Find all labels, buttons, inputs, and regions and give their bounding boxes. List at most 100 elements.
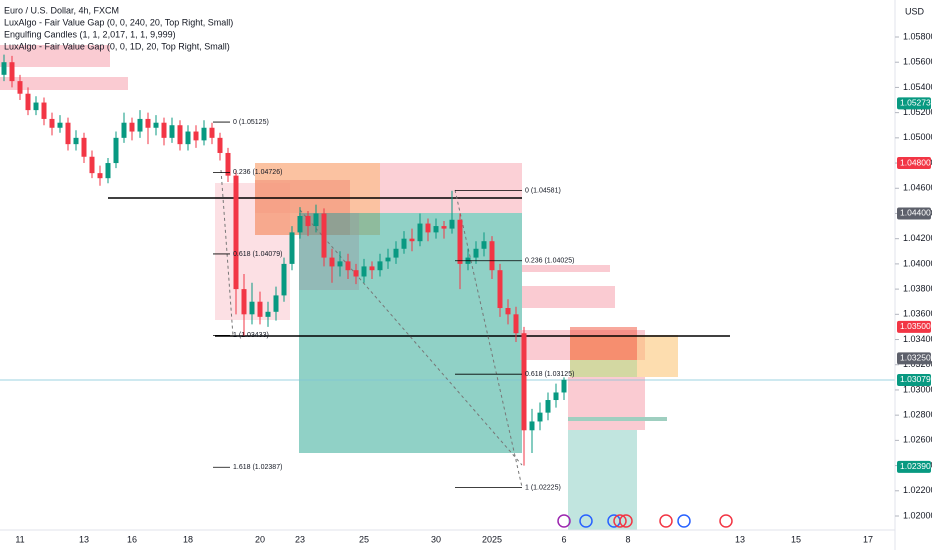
- candle-body: [313, 213, 319, 227]
- candle-body: [97, 173, 103, 179]
- event-icon: [557, 514, 571, 528]
- y-tick-label: 1.02800: [903, 410, 932, 420]
- candle-body: [241, 289, 247, 315]
- trend-line: [454, 189, 523, 488]
- price-tag: [897, 352, 931, 365]
- candle-body: [361, 266, 367, 277]
- y-tick-label: 1.04600: [903, 183, 932, 193]
- candle-body: [89, 156, 95, 174]
- candle-body: [345, 261, 351, 271]
- candle-body: [521, 333, 527, 431]
- x-tick-label: 23: [295, 534, 305, 544]
- candle-body: [377, 261, 383, 271]
- candle-body: [217, 137, 223, 153]
- candle-body: [257, 301, 263, 317]
- candle-body: [409, 238, 415, 242]
- price-tag-label: 1.04400: [900, 208, 931, 218]
- price-tag-label: 1.03250: [900, 353, 931, 363]
- candle-body: [225, 152, 231, 176]
- candle-body: [9, 62, 15, 82]
- y-tick-label: 1.03800: [903, 283, 932, 293]
- fib-label: 0.236 (1.04726): [233, 169, 282, 176]
- y-tick-label: 1.03000: [903, 384, 932, 394]
- candle-body: [553, 392, 559, 401]
- candle-body: [201, 127, 207, 141]
- price-tag-label: 1.04800: [900, 157, 931, 167]
- indicator-label: Engulfing Candles (1, 1, 2,017, 1, 1, 9,…: [4, 29, 176, 39]
- candle-body: [321, 213, 327, 258]
- candle-body: [137, 118, 143, 132]
- candle-body: [249, 301, 255, 315]
- candle-body: [17, 81, 23, 94]
- event-icon: [659, 514, 673, 528]
- candle-body: [497, 270, 503, 309]
- fib-label: 0.618 (1.04079): [233, 251, 282, 258]
- candle-body: [353, 270, 359, 277]
- candle-body: [153, 122, 159, 128]
- candle-body: [305, 215, 311, 227]
- x-tick-label: 2025: [482, 534, 502, 544]
- candle-body: [337, 261, 343, 267]
- y-tick-label: 1.05400: [903, 82, 932, 92]
- y-tick-label: 1.02000: [903, 510, 932, 520]
- y-tick-label: 1.05600: [903, 57, 932, 67]
- x-tick-label: 15: [791, 534, 801, 544]
- candle-body: [457, 219, 463, 264]
- candle-body: [505, 308, 511, 315]
- x-tick-label: 25: [359, 534, 369, 544]
- event-icon: [579, 514, 593, 528]
- price-tag: [897, 157, 931, 170]
- trend-line: [299, 209, 523, 466]
- x-tick-label: 18: [183, 534, 193, 544]
- x-tick-label: 6: [561, 534, 566, 544]
- y-tick-label: 1.03600: [903, 309, 932, 319]
- x-tick-label: 13: [79, 534, 89, 544]
- candle-body: [193, 131, 199, 141]
- fib-label: 0 (1.05125): [233, 119, 269, 126]
- labels: 1.05800 1.05600 1.05400 1.05200 1.05000 1.048…: [15, 31, 932, 544]
- x-tick-label: 8: [625, 534, 630, 544]
- event-icon: [677, 514, 691, 528]
- y-tick-label: 1.05800: [903, 31, 932, 41]
- candle-body: [33, 102, 39, 111]
- candle-body: [489, 241, 495, 271]
- candle-body: [281, 263, 287, 296]
- candle-body: [529, 421, 535, 431]
- stop-zone: [570, 327, 637, 360]
- candle-body: [145, 118, 151, 128]
- fib-label: 0.236 (1.04025): [525, 258, 574, 265]
- candle-body: [401, 238, 407, 249]
- x-tick-label: 17: [863, 534, 873, 544]
- candle-body: [449, 219, 455, 229]
- y-tick-label: 1.04200: [903, 233, 932, 243]
- y-tick-label: 1.05200: [903, 107, 932, 117]
- price-tag: [897, 207, 931, 220]
- candle-body: [481, 241, 487, 249]
- currency-label: USD: [905, 6, 925, 16]
- fvg-box: [522, 286, 615, 308]
- candle-body: [129, 122, 135, 132]
- candle-body: [537, 412, 543, 422]
- candle-body: [385, 257, 391, 262]
- candle-body: [81, 137, 87, 157]
- fib-label: 1 (1.03433): [233, 332, 269, 339]
- price-tag-label: 1.03500: [900, 321, 931, 331]
- candle-body: [433, 226, 439, 233]
- x-tick-label: 20: [255, 534, 265, 544]
- chart-title: Euro / U.S. Dollar, 4h, FXCM: [4, 5, 119, 15]
- target-zone: [299, 213, 522, 453]
- candle-body: [561, 379, 567, 393]
- candle-body: [425, 223, 431, 233]
- candle-body: [73, 137, 79, 145]
- x-tick-label: 11: [15, 534, 24, 544]
- price-tag-label: 1.03079: [900, 374, 931, 384]
- price-tag: [897, 97, 931, 110]
- candle-body: [57, 122, 63, 128]
- candle-body: [329, 257, 335, 267]
- price-tag: [897, 460, 931, 473]
- candle-body: [121, 122, 127, 138]
- event-icon: [719, 514, 733, 528]
- candle-body: [49, 118, 55, 128]
